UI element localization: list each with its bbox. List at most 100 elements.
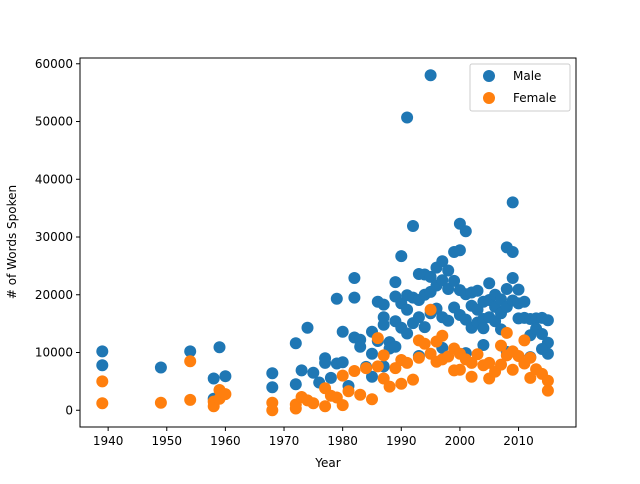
male-point	[407, 220, 419, 232]
male-point	[412, 311, 425, 324]
male-point	[442, 264, 455, 277]
male-point	[401, 303, 414, 316]
male-point	[289, 378, 302, 391]
male-point	[448, 274, 461, 287]
female-point	[395, 377, 408, 390]
female-point	[219, 388, 232, 401]
plot-area	[80, 58, 576, 427]
male-point	[377, 298, 390, 311]
legend-marker-female	[483, 92, 495, 104]
y-tick-label: 10000	[35, 346, 73, 360]
male-point	[366, 370, 378, 383]
male-point	[330, 292, 343, 305]
female-point	[483, 356, 496, 369]
male-point	[289, 337, 302, 350]
male-point	[219, 370, 232, 383]
legend-box	[469, 63, 571, 112]
female-point	[424, 303, 437, 316]
male-point	[377, 318, 390, 331]
female-point	[342, 385, 355, 398]
female-point	[506, 363, 519, 376]
female-point	[336, 399, 349, 412]
y-tick-label: 0	[65, 403, 73, 417]
female-point	[465, 356, 478, 369]
female-point	[383, 380, 396, 393]
x-tick-label: 2000	[445, 434, 476, 448]
x-tick-label: 1940	[93, 434, 124, 448]
male-point	[436, 255, 449, 268]
male-point	[307, 366, 320, 379]
legend-label-female: Female	[513, 91, 556, 105]
female-point	[418, 337, 431, 350]
female-point	[319, 400, 332, 413]
female-point	[465, 370, 478, 383]
female-point	[307, 397, 320, 410]
female-point	[407, 373, 419, 386]
male-point	[184, 345, 197, 358]
female-point	[348, 365, 361, 377]
y-tick-label: 50000	[35, 115, 73, 129]
female-point	[518, 334, 531, 347]
female-point	[371, 332, 384, 345]
male-point	[506, 272, 519, 284]
male-point	[395, 250, 408, 263]
male-point	[512, 283, 525, 296]
female-point	[96, 397, 109, 410]
male-point	[453, 244, 466, 257]
male-point	[518, 295, 531, 308]
male-point	[366, 347, 378, 360]
x-tick-label: 2010	[503, 434, 534, 448]
male-point	[483, 277, 496, 290]
x-tick-label: 1970	[269, 434, 300, 448]
female-point	[471, 348, 484, 361]
male-point	[424, 270, 437, 283]
male-point	[471, 284, 484, 297]
male-point	[424, 69, 437, 82]
male-point	[266, 367, 279, 380]
x-tick-label: 1950	[151, 434, 182, 448]
male-point	[401, 327, 414, 340]
male-point	[348, 291, 361, 304]
female-point	[289, 402, 302, 415]
female-point	[366, 393, 378, 406]
female-point	[524, 371, 537, 384]
x-tick-label: 1960	[210, 434, 241, 448]
female-point	[184, 393, 197, 406]
female-point	[154, 396, 167, 409]
male-point	[389, 340, 402, 353]
male-point	[295, 364, 308, 377]
y-tick-label: 20000	[35, 288, 73, 302]
male-point	[418, 321, 431, 334]
male-point	[506, 246, 519, 258]
y-axis-label: # of Words Spoken	[5, 185, 19, 299]
male-point	[213, 341, 226, 354]
y-tick-label: 60000	[35, 57, 73, 71]
x-axis-ticks: 1940 1950 1960 1970 1980 1990 2000 2010	[93, 427, 534, 448]
female-point	[541, 374, 554, 387]
male-point	[477, 339, 490, 351]
male-point	[506, 196, 519, 209]
x-tick-label: 1990	[386, 434, 417, 448]
female-point	[412, 351, 425, 364]
plot-frame	[79, 57, 577, 428]
male-point	[319, 356, 332, 369]
male-point	[336, 325, 349, 338]
male-point	[301, 321, 314, 334]
female-point	[401, 356, 414, 369]
female-point	[453, 363, 466, 376]
legend-marker-male	[483, 70, 495, 82]
female-point	[360, 362, 373, 375]
male-point	[354, 340, 367, 353]
female-point	[495, 339, 507, 352]
male-point	[541, 314, 554, 327]
female-points	[96, 303, 554, 417]
female-point	[354, 388, 367, 401]
male-point	[436, 274, 449, 287]
y-axis-ticks: 0 10000 20000 30000 40000 50000 60000	[35, 57, 80, 417]
male-point	[401, 111, 414, 124]
y-tick-label: 40000	[35, 172, 73, 186]
x-tick-label: 1980	[327, 434, 358, 448]
female-point	[371, 360, 384, 373]
